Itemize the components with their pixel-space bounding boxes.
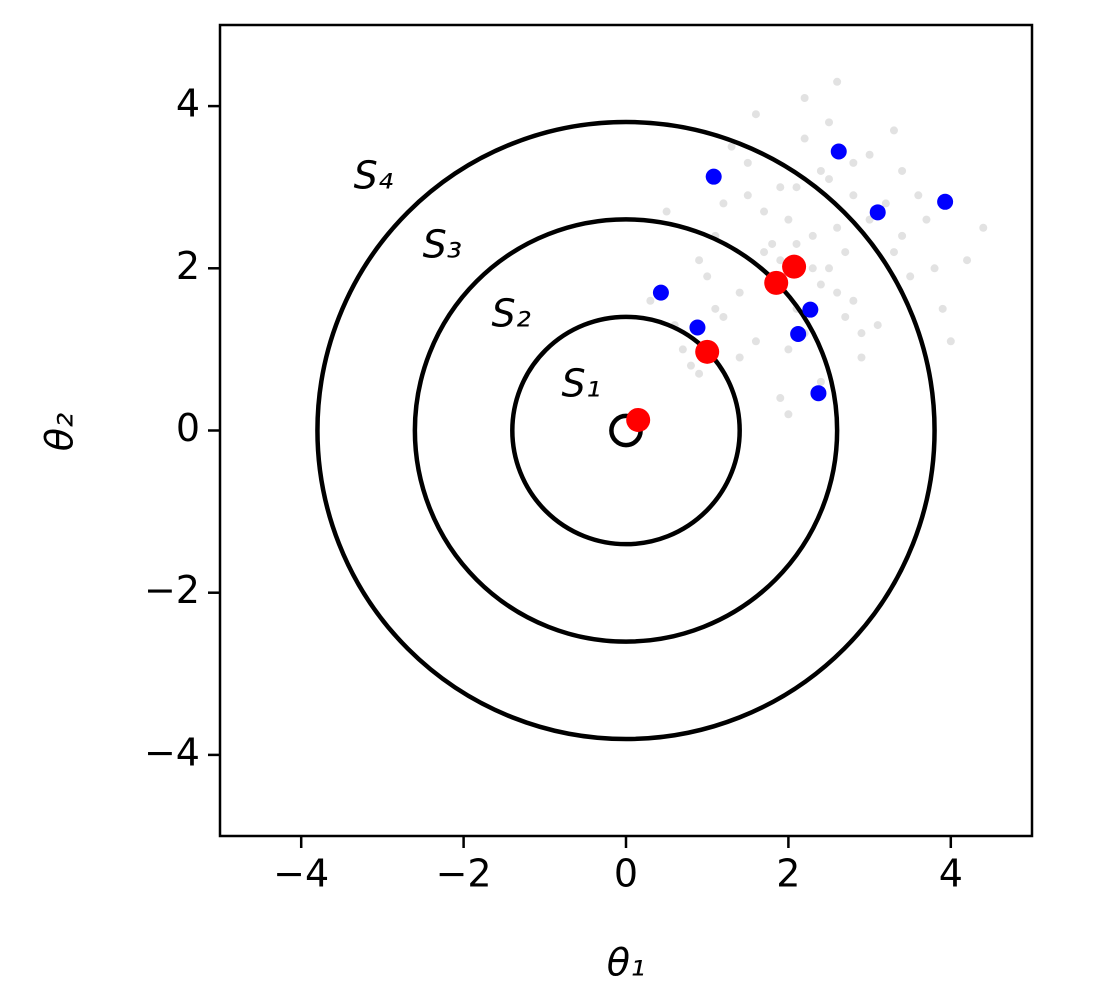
data-point [802,301,819,318]
data-point [869,204,886,221]
sample-point [914,191,923,200]
x-axis-label: θ₁ [607,941,645,985]
sample-point [727,142,736,151]
sample-point [857,329,866,338]
sample-point [865,150,874,159]
sample-point [922,215,931,224]
sample-point [857,353,866,362]
sample-point [776,394,785,403]
sample-point [776,256,785,265]
data-point [705,168,722,185]
data-point [695,339,720,364]
sample-point [735,288,744,297]
sample-point [889,248,898,257]
sample-point [865,215,874,224]
sample-point [695,369,704,378]
sample-point [751,110,760,119]
sample-point [800,134,809,143]
sample-point [889,126,898,135]
sample-point [946,337,955,346]
data-point [830,143,847,160]
sample-point [833,288,842,297]
sample-point [760,248,769,257]
sample-point [841,248,850,257]
sample-point [873,321,882,330]
data-point [790,325,807,342]
y-tick-label: 0 [176,406,200,450]
sample-point [849,296,858,305]
y-tick-label: 2 [176,244,200,288]
x-tick-label: −4 [273,852,329,896]
sample-point [743,191,752,200]
data-point [782,254,807,279]
region-circle [412,217,840,644]
region-label: S₂ [491,291,530,335]
sample-point [825,175,833,184]
sample-point [898,231,907,240]
data-point [764,270,789,295]
sample-point [963,256,972,265]
sample-point [703,272,712,281]
sample-point [849,158,858,167]
region-label: S₁ [562,361,601,405]
sample-point [833,223,842,232]
sample-point [833,77,842,86]
x-tick-label: 2 [776,852,800,896]
sample-point [792,239,801,248]
sample-point [841,312,850,321]
sample-point [776,183,785,192]
sample-point [784,215,793,224]
sample-point [751,337,760,346]
sample-point [686,361,695,370]
data-point [689,319,706,336]
data-point [626,407,651,432]
sample-point [906,272,915,281]
y-tick-label: −4 [144,730,200,774]
sample-point [784,345,793,354]
x-tick-label: 0 [614,852,638,896]
sample-point [678,345,687,354]
sample-point [808,264,817,273]
plot-frame [218,23,1034,838]
sample-point [760,207,769,216]
y-tick-label: −2 [144,568,200,612]
sample-point [825,118,833,127]
region-circle [510,314,742,547]
sample-point [784,410,793,419]
region-circle [315,119,937,742]
sample-point [808,231,817,240]
sample-point [825,264,833,273]
sample-point [768,239,777,248]
sample-point [719,199,728,208]
sample-point [816,166,825,175]
sample-point [646,296,655,305]
data-point [937,193,954,210]
region-label: S₄ [354,154,393,198]
sample-point [662,207,671,216]
y-tick-label: 4 [176,82,200,126]
sample-point [930,264,939,273]
sample-point [719,312,728,321]
sample-point [735,353,744,362]
sample-point [898,166,907,175]
region-label: S₃ [423,222,462,266]
data-point [810,385,827,402]
sample-point [881,199,890,208]
x-tick-label: 4 [939,852,963,896]
sample-point [695,256,704,265]
y-axis-label: θ₂ [38,413,82,451]
sample-point [849,191,858,200]
x-tick-label: −2 [436,852,492,896]
sample-point [711,304,720,313]
sample-point [792,183,801,192]
sample-point [800,93,809,102]
sample-point [816,377,825,386]
data-point [652,284,669,301]
sample-point [938,304,947,313]
sample-point [743,158,752,167]
sample-point [979,223,988,232]
sample-point [816,280,825,289]
